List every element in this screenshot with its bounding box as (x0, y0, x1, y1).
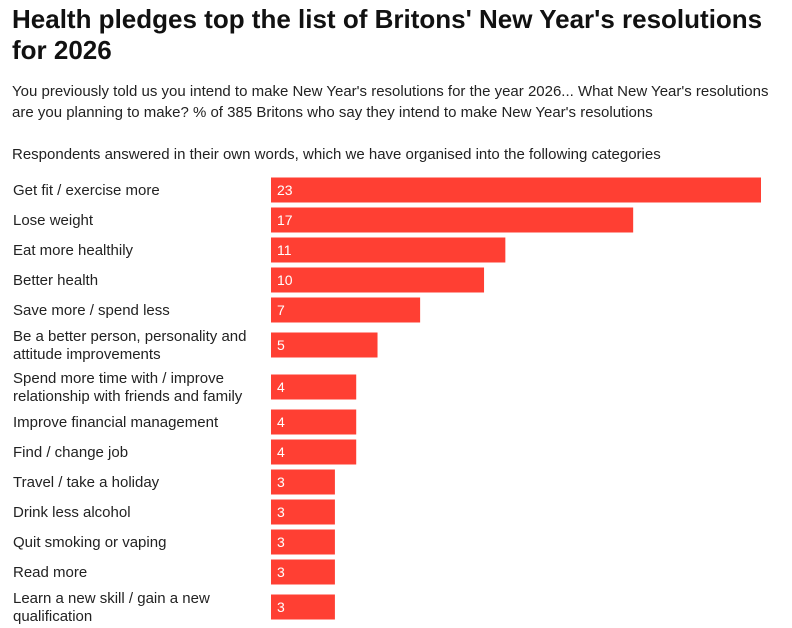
bar (271, 439, 357, 465)
category-label: Quit smoking or vaping (13, 534, 166, 551)
category-label: Drink less alcohol (13, 504, 131, 521)
bar (271, 267, 485, 293)
value-label: 11 (277, 242, 292, 258)
value-label: 4 (277, 414, 285, 430)
category-label-line: Eat more healthily (13, 242, 134, 259)
category-label-line: Learn a new skill / gain a new (13, 590, 210, 607)
value-label: 3 (277, 599, 285, 615)
category-label-line: Get fit / exercise more (13, 182, 160, 199)
chart-subtitle: You previously told us you intend to mak… (12, 83, 769, 121)
category-label: Lose weight (13, 212, 94, 229)
category-label: Eat more healthily (13, 242, 134, 259)
category-label: Travel / take a holiday (13, 474, 160, 491)
bar (271, 332, 378, 358)
category-label-line: Find / change job (13, 444, 128, 461)
bar (271, 177, 761, 203)
bar (271, 374, 357, 400)
value-label: 17 (277, 212, 293, 228)
category-label: Be a better person, personality and attit… (13, 328, 246, 363)
bar (271, 559, 335, 585)
category-label-line: relationship with friends and family (13, 388, 243, 405)
bar-row: Learn a new skill / gain a new qualificat… (13, 590, 335, 625)
bar-row: Lose weight 17 (13, 207, 634, 233)
bar-row: Travel / take a holiday 3 (13, 469, 335, 495)
category-label-line: Save more / spend less (13, 302, 170, 319)
category-label-line: Lose weight (13, 212, 94, 229)
value-label: 23 (277, 182, 293, 198)
bar (271, 499, 335, 525)
category-label: Spend more time with / improve relationsh… (13, 370, 243, 405)
value-label: 10 (277, 272, 293, 288)
category-label-line: Drink less alcohol (13, 504, 131, 521)
value-label: 4 (277, 379, 285, 395)
bar (271, 529, 335, 555)
value-label: 3 (277, 474, 285, 490)
bar (271, 207, 634, 233)
value-label: 7 (277, 302, 285, 318)
category-label-line: Quit smoking or vaping (13, 534, 166, 551)
value-label: 5 (277, 337, 285, 353)
category-label: Save more / spend less (13, 302, 170, 319)
bar-row: Read more 3 (13, 559, 335, 585)
bar-row: Quit smoking or vaping 3 (13, 529, 335, 555)
category-label: Learn a new skill / gain a new qualificat… (13, 590, 210, 625)
chart-note: Respondents answered in their own words,… (12, 146, 661, 163)
bar (271, 409, 357, 435)
bar-row: Improve financial management 4 (13, 409, 357, 435)
category-label-line: attitude improvements (13, 346, 161, 363)
category-label: Get fit / exercise more (13, 182, 160, 199)
category-label: Improve financial management (13, 414, 219, 431)
bar-row: Get fit / exercise more 23 (13, 177, 761, 203)
category-label-line: Travel / take a holiday (13, 474, 160, 491)
category-label-line: Improve financial management (13, 414, 219, 431)
bar (271, 297, 421, 323)
bar-row: Find / change job 4 (13, 439, 357, 465)
bar-row: Drink less alcohol 3 (13, 499, 335, 525)
category-label-line: qualification (13, 608, 92, 625)
bar (271, 469, 335, 495)
chart-title: Health pledges top the list of Britons' … (12, 4, 763, 65)
bar-row: Save more / spend less 7 (13, 297, 421, 323)
category-label: Find / change job (13, 444, 128, 461)
value-label: 3 (277, 564, 285, 580)
category-label-line: Spend more time with / improve (13, 370, 224, 387)
value-label: 3 (277, 504, 285, 520)
bar-row: Spend more time with / improve relationsh… (13, 370, 357, 405)
bar-row: Eat more healthily 11 (13, 237, 506, 263)
bar-row: Be a better person, personality and attit… (13, 328, 378, 363)
category-label-line: Be a better person, personality and (13, 328, 246, 345)
bar-row: Better health 10 (13, 267, 485, 293)
category-label-line: Better health (13, 272, 98, 289)
category-label-line: Read more (13, 564, 87, 581)
value-label: 4 (277, 444, 285, 460)
bar (271, 594, 335, 620)
bar (271, 237, 506, 263)
value-label: 3 (277, 534, 285, 550)
category-label: Read more (13, 564, 87, 581)
category-label: Better health (13, 272, 98, 289)
